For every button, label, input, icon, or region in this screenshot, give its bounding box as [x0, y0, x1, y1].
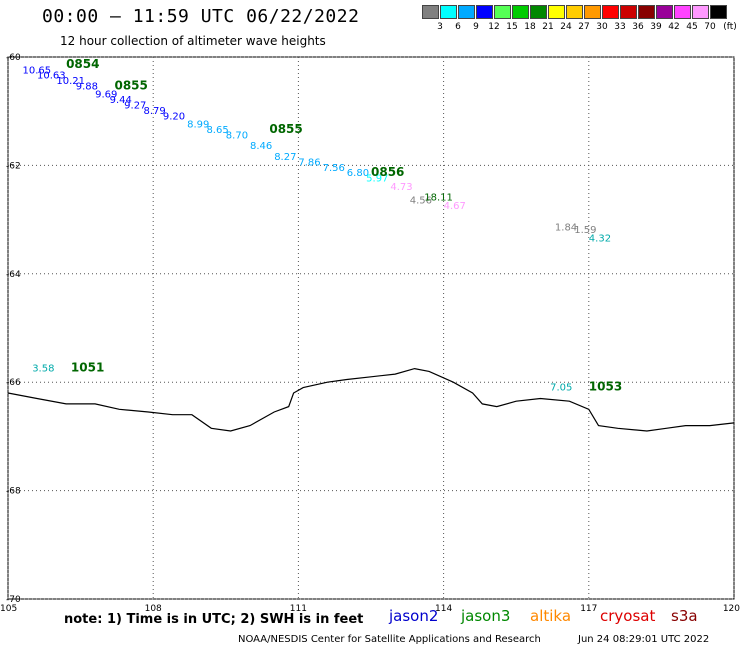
colorbar-label: 9 — [473, 22, 479, 32]
pass-time-label: 0856 — [371, 165, 404, 179]
swh-label: 9.44 — [110, 95, 132, 106]
axis-tick-labels: 105 108 111 114 117 120 -60 -62 -64 -66 -68 -70 — [0, 53, 740, 614]
swh-label: 7.86 — [298, 157, 320, 168]
mission-altika: altika — [530, 607, 572, 625]
swh-label: 7.56 — [323, 163, 345, 174]
coastline — [7, 367, 735, 432]
swh-label: 5.97 — [366, 174, 388, 185]
swh-label: 8.70 — [226, 130, 248, 141]
colorbar-swatch — [656, 5, 673, 19]
swh-label: 6.80 — [347, 168, 369, 179]
colorbar-unit: (ft) — [723, 22, 737, 32]
pass-time-label: 0855 — [269, 122, 302, 136]
pass-time-label: 0855 — [114, 79, 147, 93]
colorbar-swatch — [674, 5, 691, 19]
swh-label: 1.84 — [555, 222, 577, 233]
page-title: 00:00 – 11:59 UTC 06/22/2022 — [42, 6, 360, 27]
colorbar-swatch — [422, 5, 439, 19]
swh-label: 4.32 — [589, 233, 611, 244]
x-tick-label: 120 — [723, 604, 740, 614]
swh-label: 1.59 — [574, 225, 596, 236]
y-tick-label: -68 — [6, 487, 21, 497]
x-tick-label: 108 — [145, 604, 162, 614]
mission-s3a: s3a — [671, 607, 698, 625]
colorbar-swatch — [476, 5, 493, 19]
swh-label: 8.65 — [206, 125, 228, 136]
credits: NOAA/NESDIS Center for Satellite Applica… — [238, 634, 541, 645]
swh-colorbar — [422, 5, 728, 19]
swh-label: 10.65 — [23, 65, 52, 76]
generated-time: Jun 24 08:29:01 UTC 2022 — [578, 634, 710, 645]
swh-label: 8.99 — [187, 119, 209, 130]
y-tick-label: -70 — [6, 595, 21, 605]
y-tick-label: -62 — [6, 161, 21, 171]
swh-colorbar-labels: 3 6 9 12 15 18 21 24 27 30 33 36 39 42 45 70 (ft) — [422, 22, 740, 34]
swh-label: 3.58 — [32, 363, 54, 374]
mission-cryosat: cryosat — [600, 607, 656, 625]
colorbar-label: 45 — [686, 22, 698, 32]
mission-jason3: jason3 — [461, 607, 511, 625]
colorbar-label: 39 — [650, 22, 662, 32]
colorbar-swatch — [440, 5, 457, 19]
colorbar-label: 3 — [437, 22, 443, 32]
colorbar-label: 42 — [668, 22, 680, 32]
swh-labels: 10.6510.6310.219.889.699.449.278.799.208… — [23, 65, 612, 393]
colorbar-swatch — [692, 5, 709, 19]
colorbar-label: 70 — [704, 22, 716, 32]
swh-label: 4.73 — [390, 182, 412, 193]
map-frame — [7, 56, 735, 600]
colorbar-swatch — [458, 5, 475, 19]
x-tick-label: 117 — [580, 604, 597, 614]
colorbar-swatch — [638, 5, 655, 19]
swh-label: 9.69 — [95, 90, 117, 101]
y-tick-label: -66 — [6, 378, 21, 388]
colorbar-swatch — [602, 5, 619, 19]
swh-label: 7.05 — [550, 382, 572, 393]
colorbar-swatch — [710, 5, 727, 19]
colorbar-swatch — [512, 5, 529, 19]
swh-label: 10.21 — [56, 76, 85, 87]
swh-label: 9.20 — [163, 111, 185, 122]
colorbar-label: 33 — [614, 22, 626, 32]
x-tick-label: 114 — [435, 604, 452, 614]
footer-note: note: 1) Time is in UTC; 2) SWH is in fe… — [64, 612, 364, 627]
colorbar-label: 6 — [455, 22, 461, 32]
x-tick-label: 111 — [290, 604, 307, 614]
swh-label: 4.67 — [444, 201, 466, 212]
colorbar-swatch — [566, 5, 583, 19]
pass-time-label: 1051 — [71, 360, 104, 374]
swh-label: 8.27 — [274, 152, 296, 163]
pass-time-labels: 0854 0855 0855 0856 1051 1053 — [66, 57, 622, 393]
y-tick-label: -64 — [6, 270, 21, 280]
colorbar-label: 12 — [488, 22, 500, 32]
colorbar-swatch — [530, 5, 547, 19]
swh-label: 18.11 — [424, 193, 453, 204]
page-subtitle: 12 hour collection of altimeter wave hei… — [60, 34, 326, 48]
mission-jason2: jason2 — [389, 607, 439, 625]
swh-label: 9.27 — [124, 100, 146, 111]
y-tick-label: -60 — [6, 53, 21, 63]
colorbar-label: 24 — [560, 22, 572, 32]
colorbar-swatch — [494, 5, 511, 19]
pass-time-label: 0854 — [66, 57, 99, 71]
colorbar-label: 15 — [506, 22, 518, 32]
swh-label: 10.63 — [37, 71, 66, 82]
swh-label: 8.46 — [250, 141, 272, 152]
colorbar-swatch — [620, 5, 637, 19]
colorbar-label: 27 — [578, 22, 590, 32]
colorbar-label: 30 — [596, 22, 608, 32]
colorbar-label: 36 — [632, 22, 644, 32]
swh-label: 9.88 — [76, 82, 98, 93]
map-grid — [7, 56, 735, 600]
x-tick-label: 105 — [0, 604, 17, 614]
swh-label: 8.79 — [144, 106, 166, 117]
colorbar-swatch — [548, 5, 565, 19]
colorbar-label: 18 — [524, 22, 536, 32]
pass-time-label: 1053 — [589, 379, 622, 393]
colorbar-label: 21 — [542, 22, 554, 32]
colorbar-swatch — [584, 5, 601, 19]
swh-label: 4.56 — [410, 195, 432, 206]
